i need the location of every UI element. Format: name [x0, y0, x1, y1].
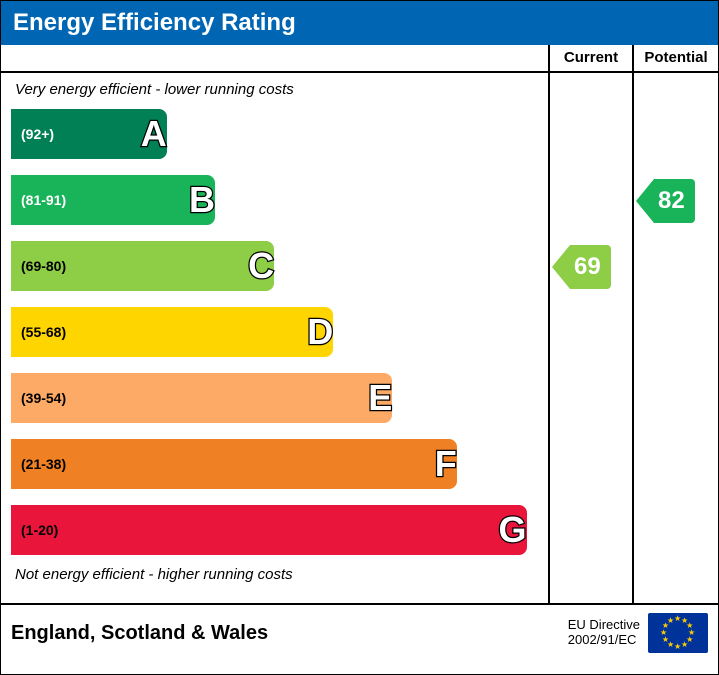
- footer-region: England, Scotland & Wales: [11, 622, 268, 645]
- band-row-f: (21-38) F: [11, 434, 548, 494]
- current-pointer-arrow-icon: [552, 245, 570, 289]
- bands-column: Very energy efficient - lower running co…: [1, 73, 550, 603]
- band-row-g: (1-20) G: [11, 500, 548, 560]
- eu-star-icon: ★: [662, 636, 669, 644]
- subtitle-bottom: Not energy efficient - higher running co…: [11, 566, 548, 583]
- header-current: Current: [550, 45, 634, 71]
- current-pointer: 69: [552, 245, 611, 289]
- directive-line2: 2002/91/EC: [568, 632, 637, 647]
- band-range-a: (92+): [21, 126, 54, 142]
- eu-star-icon: ★: [681, 641, 688, 649]
- table-header: Current Potential: [1, 45, 718, 73]
- chart-body: Very energy efficient - lower running co…: [1, 73, 718, 603]
- eu-star-icon: ★: [660, 629, 667, 637]
- band-range-e: (39-54): [21, 390, 66, 406]
- band-letter-c: C: [248, 245, 274, 287]
- band-range-c: (69-80): [21, 258, 66, 274]
- band-range-f: (21-38): [21, 456, 66, 472]
- band-row-b: (81-91) B: [11, 170, 548, 230]
- header-potential: Potential: [634, 45, 718, 71]
- band-bar-a: (92+) A: [11, 109, 167, 159]
- potential-pointer: 82: [636, 179, 695, 223]
- potential-value: 82: [654, 179, 695, 223]
- subtitle-top: Very energy efficient - lower running co…: [11, 81, 548, 98]
- band-bar-b: (81-91) B: [11, 175, 215, 225]
- band-row-d: (55-68) D: [11, 302, 548, 362]
- current-value: 69: [570, 245, 611, 289]
- footer-directive: EU Directive 2002/91/EC: [568, 618, 640, 648]
- band-bar-g: (1-20) G: [11, 505, 527, 555]
- band-range-b: (81-91): [21, 192, 66, 208]
- header-spacer: [1, 45, 550, 71]
- band-bar-d: (55-68) D: [11, 307, 333, 357]
- band-bar-f: (21-38) F: [11, 439, 457, 489]
- band-letter-e: E: [368, 377, 392, 419]
- chart-footer: England, Scotland & Wales EU Directive 2…: [1, 603, 718, 661]
- footer-directive-block: EU Directive 2002/91/EC ★★★★★★★★★★★★: [568, 613, 708, 653]
- band-letter-f: F: [435, 443, 457, 485]
- band-letter-g: G: [499, 509, 527, 551]
- band-letter-d: D: [307, 311, 333, 353]
- band-range-g: (1-20): [21, 522, 58, 538]
- potential-column: 82: [634, 73, 718, 603]
- band-bar-e: (39-54) E: [11, 373, 392, 423]
- band-range-d: (55-68): [21, 324, 66, 340]
- band-letter-b: B: [189, 179, 215, 221]
- band-letter-a: A: [141, 113, 167, 155]
- current-column: 69: [550, 73, 634, 603]
- directive-line1: EU Directive: [568, 617, 640, 632]
- eu-star-icon: ★: [674, 643, 681, 651]
- chart-title: Energy Efficiency Rating: [1, 1, 718, 45]
- band-bar-c: (69-80) C: [11, 241, 274, 291]
- band-row-a: (92+) A: [11, 104, 548, 164]
- eu-star-icon: ★: [667, 617, 674, 625]
- eu-flag-icon: ★★★★★★★★★★★★: [648, 613, 708, 653]
- potential-pointer-arrow-icon: [636, 179, 654, 223]
- band-row-e: (39-54) E: [11, 368, 548, 428]
- band-row-c: (69-80) C: [11, 236, 548, 296]
- epc-chart: Energy Efficiency Rating Current Potenti…: [0, 0, 719, 675]
